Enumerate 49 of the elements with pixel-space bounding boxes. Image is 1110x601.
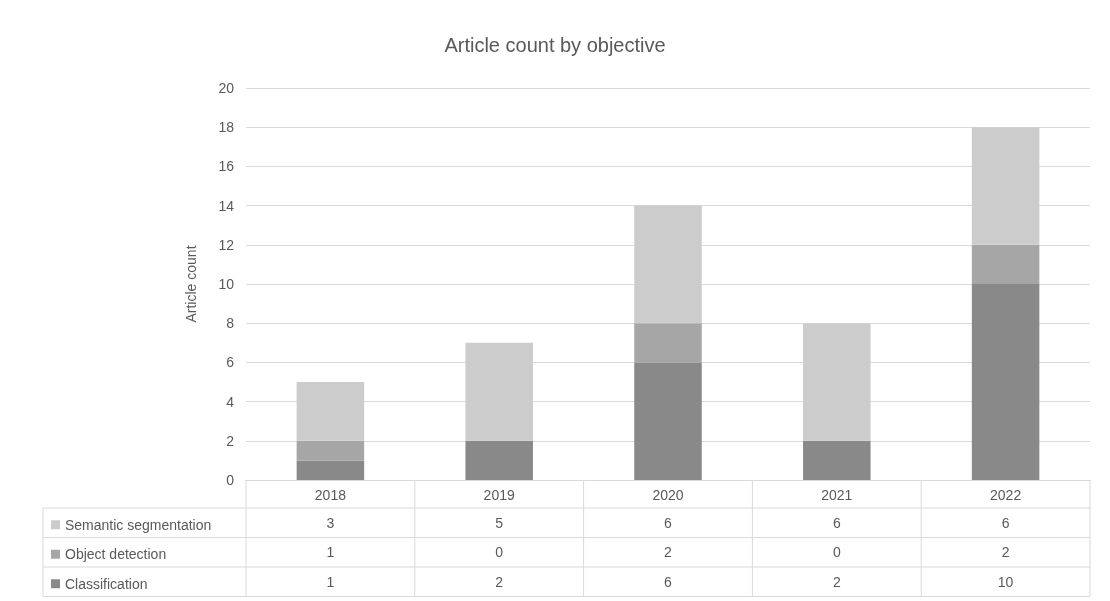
- chart-title: Article count by objective: [444, 34, 666, 56]
- x-tick-label: 2022: [990, 487, 1022, 503]
- x-tick-label: 2020: [652, 487, 684, 503]
- bar: [465, 440, 533, 480]
- data-label: 6: [664, 514, 673, 531]
- y-tick-label: 12: [218, 236, 235, 253]
- x-tick-label: 2021: [821, 487, 853, 503]
- bar: [971, 127, 1040, 245]
- data-label: 1: [326, 573, 335, 590]
- bar: [296, 440, 365, 461]
- y-tick-label: 16: [218, 158, 235, 175]
- bar: [803, 323, 871, 441]
- y-tick-label: 2: [226, 432, 235, 449]
- y-tick-label: 6: [226, 354, 235, 371]
- y-axis-title: Article count: [183, 245, 199, 323]
- bar: [465, 342, 533, 441]
- bar: [971, 284, 1040, 480]
- y-tick-label: 14: [218, 197, 235, 214]
- y-tick-label: 20: [218, 80, 235, 96]
- data-label: 6: [1001, 514, 1010, 531]
- bar: [296, 460, 365, 480]
- y-tick-label: 0: [226, 472, 235, 488]
- data-label: 10: [997, 573, 1014, 590]
- x-tick-label: 2018: [314, 487, 347, 503]
- data-label: 6: [832, 514, 841, 531]
- legend-label: Semantic segmentation: [65, 516, 212, 533]
- data-label: 2: [664, 544, 673, 561]
- data-label: 5: [495, 514, 504, 531]
- data-label: 0: [495, 544, 504, 561]
- bar: [803, 440, 871, 480]
- y-tick-label: 8: [226, 315, 235, 332]
- data-label: 0: [832, 544, 841, 561]
- data-label: 2: [495, 573, 504, 590]
- data-label: 1: [326, 544, 335, 561]
- data-label: 6: [664, 573, 673, 590]
- data-label: 2: [832, 573, 841, 590]
- y-tick-label: 10: [218, 276, 235, 292]
- bar: [634, 205, 702, 324]
- bar: [634, 323, 702, 363]
- y-tick-label: 4: [226, 393, 235, 410]
- data-label: 3: [326, 514, 335, 531]
- legend-label: Classification: [65, 575, 148, 592]
- bar: [971, 244, 1040, 284]
- bar: [634, 362, 702, 480]
- bar: [296, 382, 365, 441]
- x-tick-label: 2019: [483, 487, 515, 503]
- legend-label: Object detection: [65, 546, 167, 563]
- data-label: 2: [1001, 544, 1010, 561]
- y-tick-label: 18: [218, 119, 235, 136]
